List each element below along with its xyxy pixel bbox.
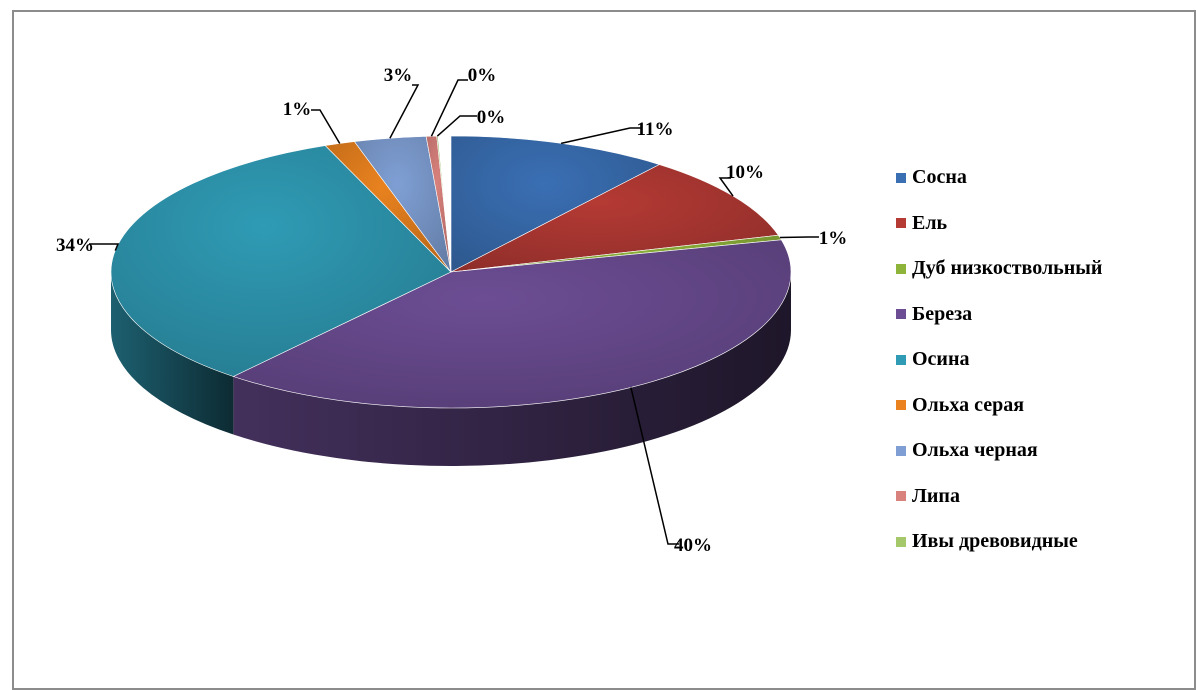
legend-swatch [896, 537, 906, 547]
leader-line-7 [431, 80, 468, 136]
legend-item: Ель [896, 201, 1102, 247]
leader-line-0 [561, 128, 641, 143]
legend-label: Ольха черная [912, 439, 1038, 462]
data-label-1: 10% [726, 162, 764, 183]
leader-line-6 [390, 85, 418, 138]
chart-legend: Сосна Ель Дуб низкоствольный Береза Осина Оль… [896, 155, 1102, 565]
legend-swatch [896, 400, 906, 410]
data-label-3: 40% [674, 535, 712, 556]
legend-item: Ольха черная [896, 428, 1102, 474]
legend-swatch [896, 218, 906, 228]
legend-swatch [896, 173, 906, 183]
data-label-2: 1% [819, 228, 848, 249]
legend-item: Береза [896, 292, 1102, 338]
data-label-8: 0% [477, 107, 506, 128]
leader-line-5 [311, 110, 340, 143]
legend-swatch [896, 446, 906, 456]
legend-item: Ивы древовидные [896, 519, 1102, 565]
legend-item: Осина [896, 337, 1102, 383]
legend-label: Сосна [912, 166, 967, 189]
pie-top [111, 136, 791, 408]
legend-label: Ольха серая [912, 394, 1024, 417]
legend-swatch [896, 355, 906, 365]
legend-label: Ивы древовидные [912, 530, 1078, 553]
legend-item: Липа [896, 474, 1102, 520]
legend-label: Липа [912, 485, 960, 508]
legend-label: Ель [912, 212, 947, 235]
legend-label: Береза [912, 303, 972, 326]
legend-label: Дуб низкоствольный [912, 257, 1102, 280]
legend-swatch [896, 491, 906, 501]
leader-line-8 [437, 116, 477, 136]
data-label-4: 34% [56, 235, 94, 256]
legend-swatch [896, 264, 906, 274]
legend-swatch [896, 309, 906, 319]
data-label-0: 11% [637, 119, 674, 140]
data-label-5: 1% [283, 99, 312, 120]
legend-item: Ольха серая [896, 383, 1102, 429]
legend-item: Дуб низкоствольный [896, 246, 1102, 292]
data-label-7: 0% [468, 65, 497, 86]
legend-item: Сосна [896, 155, 1102, 201]
data-label-6: 3% [384, 65, 413, 86]
legend-label: Осина [912, 348, 969, 371]
